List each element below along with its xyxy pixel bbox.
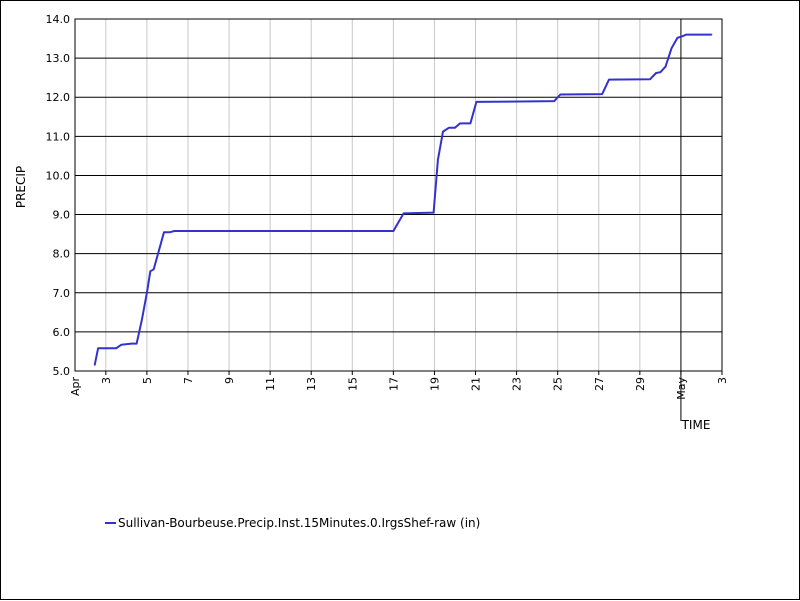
- series-point: [173, 230, 175, 232]
- y-axis-ticks: 5.0 6.0 7.0 8.0 9.0 10.0 11.0 12.0 13.0 14.0: [46, 13, 71, 378]
- x-tick-label: May: [675, 377, 688, 400]
- x-tick-label: 29: [634, 377, 647, 391]
- series-point: [454, 127, 456, 129]
- series-point: [120, 344, 122, 346]
- x-tick-label: 11: [264, 377, 277, 391]
- series-point: [711, 34, 713, 36]
- series-point: [649, 78, 651, 80]
- series-point: [136, 343, 138, 345]
- x-tick-label: 17: [387, 377, 400, 391]
- series-point: [392, 230, 394, 232]
- series-point: [442, 131, 444, 133]
- series-point: [659, 71, 662, 73]
- x-tick-label: 25: [552, 377, 565, 391]
- y-axis-label: PRECIP: [14, 166, 28, 208]
- y-tick-label: 14.0: [46, 13, 71, 26]
- series-point: [149, 270, 151, 272]
- y-tick-label: 13.0: [46, 52, 71, 65]
- series-point: [475, 101, 477, 103]
- y-tick-label: 11.0: [46, 130, 71, 143]
- series-point: [163, 231, 165, 233]
- series-point: [608, 79, 610, 81]
- plot-area: [75, 19, 722, 371]
- series-point: [141, 319, 143, 321]
- series-group: [93, 33, 713, 366]
- series-point: [469, 122, 471, 124]
- y-tick-label: 12.0: [46, 91, 71, 104]
- series-point: [437, 159, 439, 161]
- series-point: [655, 72, 657, 74]
- y-tick-label: 8.0: [53, 248, 71, 261]
- x-tick-label: 21: [470, 377, 483, 391]
- series-point: [459, 122, 461, 124]
- x-tick-label: 23: [511, 377, 524, 391]
- x-month-label: Apr: [69, 377, 82, 397]
- x-tick-label: 13: [305, 377, 318, 391]
- series-point: [169, 231, 171, 233]
- series-point: [433, 212, 435, 214]
- y-tick-label: 9.0: [53, 209, 71, 222]
- series-point: [664, 66, 667, 68]
- series-point: [559, 93, 561, 96]
- series-point: [553, 100, 555, 102]
- series-line: [93, 33, 712, 366]
- series-point: [685, 34, 687, 36]
- x-tick-label: 9: [223, 377, 236, 384]
- y-tick-label: 7.0: [53, 287, 71, 300]
- x-tick-label: 3: [100, 377, 113, 384]
- series-point: [146, 292, 148, 294]
- y-tick-label: 5.0: [53, 365, 71, 378]
- series-point: [601, 93, 603, 95]
- series-point: [115, 347, 117, 349]
- x-tick-label: 5: [141, 377, 154, 384]
- x-tick-label: 19: [428, 377, 441, 391]
- series-point: [97, 347, 99, 349]
- legend-label: Sullivan-Bourbeuse.Precip.Inst.15Minutes…: [118, 516, 480, 530]
- x-tick-label: 27: [593, 377, 606, 391]
- series-point: [676, 37, 679, 39]
- y-tick-label: 10.0: [46, 169, 71, 182]
- x-tick-label: 3: [716, 377, 729, 384]
- x-tick-label: 15: [346, 377, 359, 391]
- series-point: [403, 212, 405, 214]
- vertical-grid: [105, 19, 723, 371]
- x-axis-ticks: 3 5 7 9 11 13 15 17 19 21 23 25 27 29 May 3 Apr: [69, 371, 729, 400]
- series-point: [153, 268, 155, 270]
- x-axis-label: TIME: [681, 418, 711, 432]
- plot-border: [74, 18, 723, 372]
- x-tick-label: 7: [182, 377, 195, 384]
- series-point: [94, 364, 96, 366]
- series-point: [670, 47, 673, 49]
- y-tick-label: 6.0: [53, 326, 71, 339]
- series-point: [130, 343, 133, 345]
- legend: Sullivan-Bourbeuse.Precip.Inst.15Minutes…: [105, 516, 480, 530]
- series-point: [448, 127, 450, 129]
- series-point: [682, 35, 684, 37]
